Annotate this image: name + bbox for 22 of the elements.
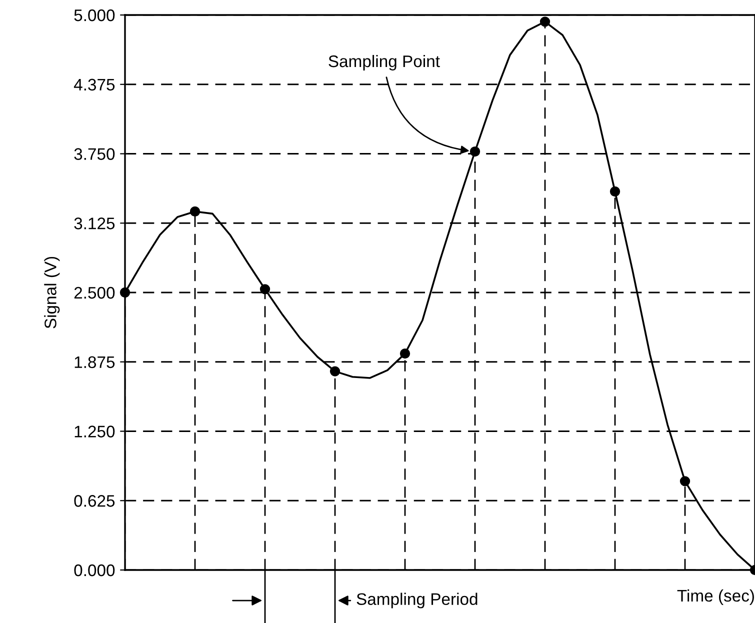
point — [540, 16, 550, 27]
point — [400, 348, 410, 359]
y-tick-label: 2.500 — [74, 286, 115, 299]
y-tick-label: 3.125 — [74, 218, 115, 230]
y-tick-label: 4.375 — [74, 78, 115, 91]
point — [470, 146, 480, 157]
y-axis-title: Signal (V) — [44, 256, 60, 328]
point — [610, 186, 620, 197]
point — [680, 476, 690, 486]
y-tick-label: 5.000 — [74, 9, 115, 22]
x-axis-title: Time (sec) — [677, 589, 754, 605]
annotation: Sampling Point — [328, 54, 440, 70]
y-tick-label: 1.875 — [74, 356, 115, 368]
y-tick-label: 0.000 — [74, 564, 115, 576]
y-tick-label: 3.750 — [74, 148, 115, 160]
point — [120, 287, 130, 298]
point — [330, 366, 340, 376]
point — [190, 206, 200, 217]
y-tick-label: 0.625 — [74, 495, 115, 507]
y-tick-label: 1.250 — [74, 426, 115, 438]
point — [260, 284, 270, 294]
text: Sampling Period — [356, 592, 478, 608]
